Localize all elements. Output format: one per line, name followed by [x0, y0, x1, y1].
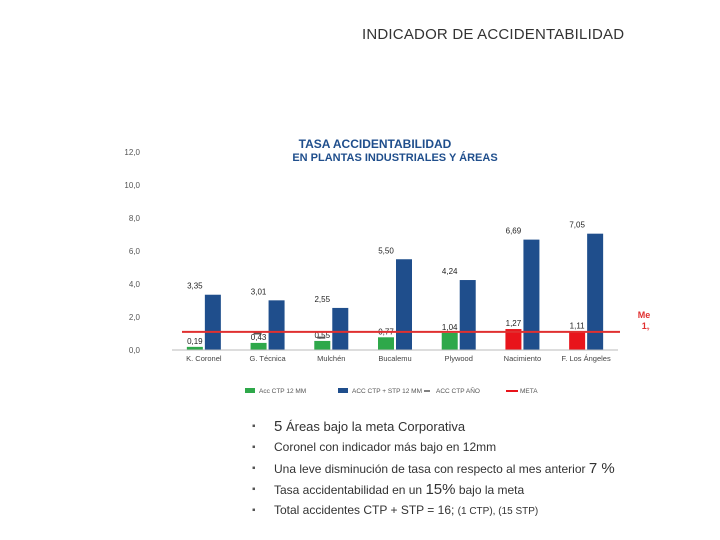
- x-tick-label: Plywood: [445, 354, 473, 363]
- square-bullet-icon: ▪: [252, 484, 256, 495]
- bar-acc-ctp-stp: [459, 280, 476, 350]
- square-bullet-icon: ▪: [252, 505, 256, 516]
- x-tick-label: Bucalemu: [378, 354, 411, 363]
- bullet-number: 5: [274, 418, 283, 435]
- page-title: INDICADOR DE ACCIDENTABILIDAD: [362, 26, 625, 43]
- y-tick-label: 12,0: [124, 148, 140, 157]
- legend-label: Acc CTP 12 MM: [259, 388, 306, 395]
- bullet-text: Coronel con indicador más bajo en 12mm: [274, 440, 497, 454]
- data-label-acc-ctp: 0,43: [251, 333, 267, 342]
- meta-label: Meta: [638, 310, 650, 320]
- bar-acc-ctp-stp: [268, 300, 285, 350]
- legend-swatch: [245, 388, 255, 393]
- bullet-item: ▪ 5 Áreas bajo la meta Corporativa: [252, 416, 712, 437]
- bar-acc-ctp: [314, 340, 331, 350]
- data-label-acc-ctp: 1,04: [442, 323, 458, 332]
- chart-title: TASA ACCIDENTABILIDAD: [299, 137, 452, 151]
- bullet-text: Una leve disminución de tasa con respect…: [274, 462, 589, 476]
- bullet-text: Tasa accidentabilidad en un: [274, 483, 426, 497]
- accident-rate-chart: TASA ACCIDENTABILIDAD EN PLANTAS INDUSTR…: [124, 137, 650, 395]
- x-tick-label: F. Los Ángeles: [562, 354, 611, 363]
- legend-label: ACC CTP AÑO: [436, 386, 480, 395]
- bullet-highlight: 7 %: [588, 460, 615, 477]
- square-bullet-icon: ▪: [252, 421, 256, 432]
- y-tick-label: 2,0: [129, 313, 141, 322]
- bullet-list: ▪ 5 Áreas bajo la meta Corporativa ▪ Cor…: [252, 416, 712, 521]
- data-label-acc-ctp: 0,55: [314, 331, 330, 340]
- bar-acc-ctp-stp: [396, 259, 412, 350]
- x-tick-label: K. Coronel: [186, 354, 222, 363]
- bar-acc-ctp: [378, 337, 394, 350]
- bullet-item: ▪ Coronel con indicador más bajo en 12mm: [252, 437, 712, 458]
- bullet-item: ▪ Una leve disminución de tasa con respe…: [252, 458, 712, 479]
- legend-label: META: [520, 388, 538, 395]
- meta-value-label: 1,1: [642, 321, 650, 331]
- square-bullet-icon: ▪: [252, 442, 256, 453]
- x-tick-label: G. Técnica: [250, 354, 287, 363]
- chart-subtitle: EN PLANTAS INDUSTRIALES Y ÁREAS: [292, 151, 497, 164]
- bullet-highlight: 15%: [425, 481, 456, 498]
- y-tick-label: 6,0: [129, 247, 141, 256]
- bar-acc-ctp: [505, 329, 522, 350]
- data-label-acc-ctp: 0,19: [187, 337, 203, 346]
- data-label-acc-ctp-stp: 6,69: [506, 227, 522, 236]
- bar-acc-ctp: [569, 331, 586, 350]
- bullet-item: ▪ Total accidentes CTP + STP = 16; (1 CT…: [252, 500, 712, 521]
- x-axis-labels: K. Coronel G. Técnica Mulchén Bucalemu Plywo…: [172, 349, 618, 363]
- bullet-text: Total accidentes CTP + STP = 16;: [274, 503, 458, 517]
- data-label-acc-ctp-stp: 2,55: [314, 295, 330, 304]
- data-label-acc-ctp-stp: 3,01: [251, 287, 267, 296]
- data-label-acc-ctp-stp: 4,24: [442, 267, 458, 276]
- bar-acc-ctp-stp: [332, 307, 349, 350]
- legend-label: ACC CTP + STP 12 MM: [352, 388, 422, 395]
- y-axis-ticks: 0,0 2,0 4,0 6,0 8,0 10,0 12,0: [124, 148, 140, 355]
- y-tick-label: 10,0: [124, 181, 140, 190]
- legend-swatch: [338, 388, 348, 393]
- data-label-acc-ctp: 1,11: [570, 322, 586, 331]
- bar-acc-ctp: [441, 332, 458, 350]
- bullet-tail: bajo la meta: [455, 483, 525, 497]
- bullet-item: ▪ Tasa accidentabilidad en un 15% bajo l…: [252, 479, 712, 500]
- data-label-acc-ctp: 1,27: [506, 319, 522, 328]
- bar-acc-ctp: [186, 346, 203, 350]
- data-label-acc-ctp-stp: 5,50: [378, 246, 394, 255]
- meta-overlay: Meta1,1: [182, 310, 650, 339]
- bar-acc-ctp-stp: [204, 294, 221, 350]
- y-tick-label: 4,0: [129, 280, 141, 289]
- bullet-text: Áreas bajo la meta Corporativa: [282, 419, 466, 434]
- y-tick-label: 0,0: [129, 346, 141, 355]
- y-tick-label: 8,0: [129, 214, 141, 223]
- chart-legend: Acc CTP 12 MM ACC CTP + STP 12 MM ACC CTP …: [245, 386, 538, 395]
- x-tick-label: Nacimiento: [504, 354, 542, 363]
- bar-acc-ctp-stp: [587, 233, 604, 350]
- bullet-tail: (1 CTP), (15 STP): [457, 506, 539, 517]
- data-label-acc-ctp-stp: 7,05: [569, 221, 585, 230]
- data-label-acc-ctp-stp: 3,35: [187, 282, 203, 291]
- x-tick-label: Mulchén: [317, 354, 345, 363]
- bar-acc-ctp: [250, 342, 267, 350]
- bar-acc-ctp-stp: [523, 239, 540, 350]
- square-bullet-icon: ▪: [252, 463, 256, 474]
